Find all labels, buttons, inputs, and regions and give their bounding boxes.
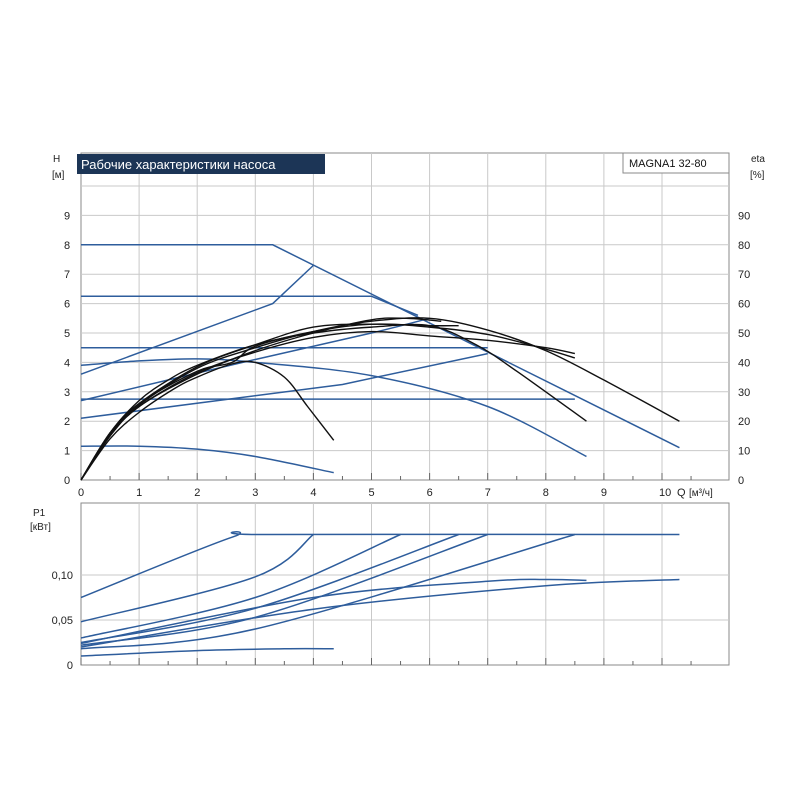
y2-tick-label: 20 — [738, 416, 750, 428]
y2-tick-label: 90 — [738, 210, 750, 222]
y2-tick-label: 70 — [738, 269, 750, 281]
y2-tick-label: 40 — [738, 357, 750, 369]
x-axis-unit: [м³/ч] — [689, 488, 713, 499]
head-eta-plot: 0 1 2 3 4 5 6 7 8 9 100123456789010203040506070809… — [52, 152, 765, 499]
x-tick-label: 3 — [252, 487, 258, 499]
power-curve — [80, 533, 576, 650]
x-tick-label: 9 — [601, 487, 607, 499]
chart-title-box — [77, 154, 325, 174]
y-tick-label: 3 — [64, 387, 70, 399]
power-curve — [80, 533, 314, 623]
power-plot: 0 0,05 0,10 P1 [кВт] — [30, 502, 730, 672]
y2-axis-label: eta — [751, 154, 765, 165]
x-tick-label: 4 — [310, 487, 316, 499]
head-plot-area — [80, 152, 730, 481]
head-curve — [81, 244, 680, 449]
y2-tick-label: 0 — [738, 475, 744, 487]
head-curve — [80, 264, 314, 375]
y2-axis-unit: [%] — [750, 170, 765, 181]
y2-tick-label: 80 — [738, 240, 750, 252]
power-tick-labels: 0 0,05 0,10 — [52, 570, 73, 672]
head-curve — [80, 352, 488, 420]
power-curve — [80, 533, 488, 646]
head-curves — [80, 244, 680, 481]
y-tick-label: 7 — [64, 269, 70, 281]
x-tick-label: 6 — [427, 487, 433, 499]
power-axis-unit: [кВт] — [30, 522, 51, 533]
head-curve — [81, 295, 419, 317]
head-curve — [80, 445, 334, 474]
efficiency-curve — [80, 323, 459, 481]
head-grid — [80, 153, 729, 480]
model-label: MAGNA1 32-80 — [629, 158, 707, 170]
power-curve — [80, 533, 401, 639]
y-tick-label: 2 — [64, 416, 70, 428]
y2-tick-label: 10 — [738, 446, 750, 458]
head-tick-labels: 0 1 2 3 4 5 6 7 8 9 100123456789010203040506070809… — [64, 210, 750, 499]
x-tick-label: 0 — [78, 487, 84, 499]
y-tick-label: 0 — [64, 475, 70, 487]
x-tick-label: 10 — [659, 487, 671, 499]
x-tick-label: 5 — [369, 487, 375, 499]
power-curve — [80, 647, 334, 657]
y-tick-label: 1 — [64, 446, 70, 458]
x-tick-label: 2 — [194, 487, 200, 499]
y-tick-label: 6 — [64, 299, 70, 311]
power-axis-label: P1 — [33, 508, 46, 519]
y-tick-label: 4 — [64, 357, 70, 369]
power-grid — [80, 503, 729, 665]
chart-title: Рабочие характеристики насоса — [81, 157, 276, 172]
x-tick-label: 1 — [136, 487, 142, 499]
y-axis-label: H — [53, 154, 60, 165]
y-tick-label: 5 — [64, 328, 70, 340]
power-curves — [80, 531, 680, 657]
power-curve — [80, 531, 680, 599]
power-curve — [80, 578, 587, 645]
y-axis-unit: [м] — [52, 170, 65, 181]
head-curve — [80, 358, 587, 458]
power-tick-label: 0,10 — [52, 570, 73, 582]
y2-tick-label: 30 — [738, 387, 750, 399]
efficiency-curve — [80, 360, 335, 481]
x-tick-label: 8 — [543, 487, 549, 499]
y-tick-label: 9 — [64, 210, 70, 222]
model-label-box — [622, 152, 730, 174]
power-plot-area — [80, 502, 730, 666]
head-curve — [80, 317, 430, 402]
x-axis-label: Q — [677, 487, 686, 499]
power-tick-label: 0 — [67, 660, 73, 672]
power-curve — [80, 578, 680, 648]
y-tick-label: 8 — [64, 240, 70, 252]
y2-tick-label: 60 — [738, 299, 750, 311]
y2-tick-label: 50 — [738, 328, 750, 340]
efficiency-curve — [80, 330, 575, 481]
power-tick-label: 0,05 — [52, 615, 73, 627]
x-tick-label: 7 — [485, 487, 491, 499]
efficiency-curve — [80, 317, 442, 481]
